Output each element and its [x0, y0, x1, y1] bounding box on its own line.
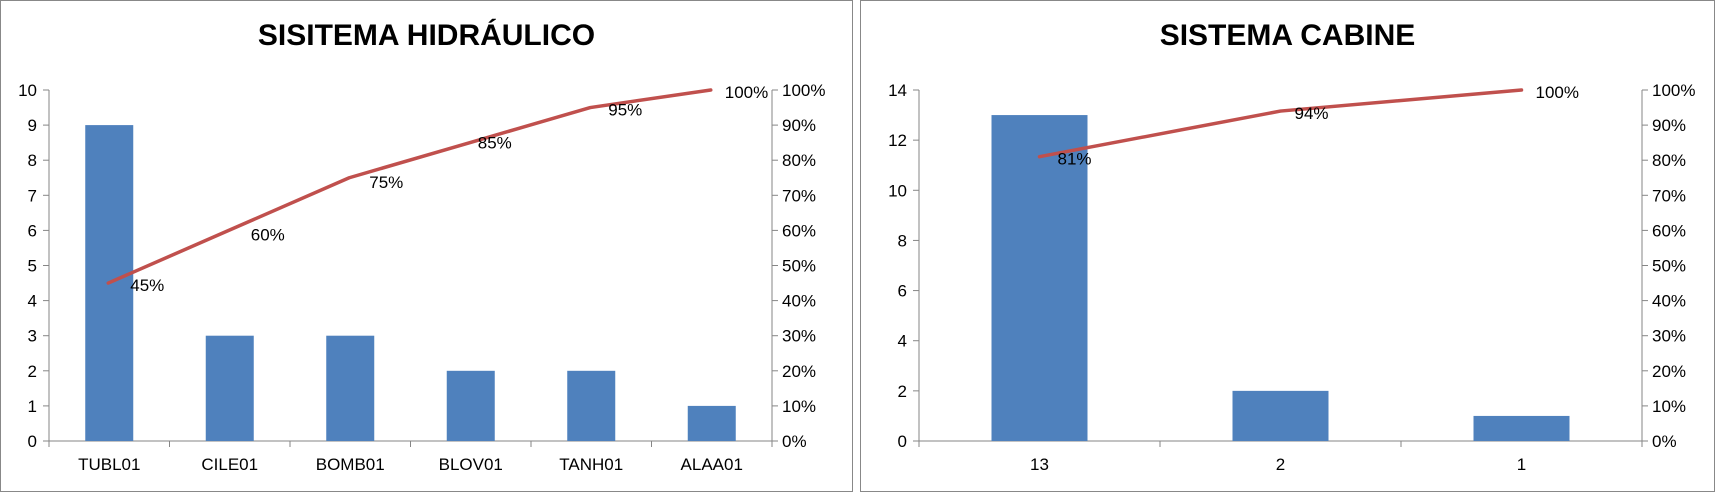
x-tick-label: BOMB01 — [316, 455, 385, 474]
y-tick-label: 1 — [28, 397, 37, 416]
y2-tick-label: 30% — [782, 327, 816, 346]
cumulative-line — [1037, 88, 1524, 159]
y2-tick-label: 10% — [782, 397, 816, 416]
y2-tick-label: 40% — [1652, 292, 1686, 311]
y2-tick-label: 100% — [782, 81, 825, 100]
data-label: 94% — [1295, 104, 1329, 123]
chart-title: SISTEMA CABINE — [1159, 19, 1416, 52]
y2-tick-label: 70% — [782, 186, 816, 205]
y-tick-label: 4 — [898, 332, 907, 351]
bar — [326, 335, 375, 441]
bar — [687, 405, 736, 441]
y2-tick-label: 80% — [782, 151, 816, 170]
y-tick-label: 2 — [898, 382, 907, 401]
y-tick-label: 7 — [28, 186, 37, 205]
y2-tick-label: 20% — [1652, 362, 1686, 381]
bar — [991, 115, 1088, 442]
x-tick-label: TUBL01 — [78, 455, 140, 474]
y2-tick-label: 60% — [782, 221, 816, 240]
y2-tick-label: 70% — [1652, 186, 1686, 205]
bar — [446, 370, 495, 441]
y-tick-label: 0 — [28, 432, 37, 451]
y-tick-label: 2 — [28, 362, 37, 381]
y2-tick-label: 0% — [782, 432, 807, 451]
pareto-chart-hidraulico: 0123456789100%10%20%30%40%50%60%70%80%90… — [18, 81, 825, 474]
pareto-chart-cabine: 024681012140%10%20%30%40%50%60%70%80%90%… — [888, 81, 1695, 474]
data-label: 100% — [725, 83, 768, 102]
y-tick-label: 14 — [888, 81, 907, 100]
chart-title: SISITEMA HIDRÁULICO — [257, 19, 596, 52]
data-label: 75% — [369, 173, 403, 192]
x-tick-label: 2 — [1276, 455, 1285, 474]
y2-tick-label: 40% — [782, 292, 816, 311]
cumulative-line — [106, 88, 713, 285]
x-tick-label: TANH01 — [559, 455, 623, 474]
chart-panel-hidraulico: SISITEMA HIDRÁULICO 0 1 2 3 4 5 6 7 8 9 10 0% 10% 20%… — [0, 0, 853, 492]
chart-panel-cabine: SISTEMA CABINE 0 2 4 6 8 10 12 14 0% 10% 20% 30% 40%… — [860, 0, 1715, 492]
x-tick-label: 1 — [1517, 455, 1526, 474]
data-label: 95% — [608, 101, 642, 120]
y2-tick-label: 50% — [1652, 257, 1686, 276]
y2-tick-label: 80% — [1652, 151, 1686, 170]
data-label: 85% — [478, 134, 512, 153]
y-tick-label: 8 — [28, 151, 37, 170]
bar — [567, 370, 616, 441]
bar — [1232, 390, 1329, 441]
y-tick-label: 3 — [28, 327, 37, 346]
y-tick-label: 10 — [18, 81, 37, 100]
y2-tick-label: 20% — [782, 362, 816, 381]
x-tick-label: ALAA01 — [681, 455, 743, 474]
y2-tick-label: 60% — [1652, 221, 1686, 240]
y2-tick-label: 90% — [1652, 116, 1686, 135]
y2-tick-label: 10% — [1652, 397, 1686, 416]
y-tick-label: 10 — [888, 181, 907, 200]
y-tick-label: 8 — [898, 231, 907, 250]
data-label: 45% — [130, 276, 164, 295]
y2-tick-label: 90% — [782, 116, 816, 135]
y-tick-label: 4 — [28, 292, 37, 311]
y-tick-label: 9 — [28, 116, 37, 135]
y2-tick-label: 0% — [1652, 432, 1677, 451]
bar — [205, 335, 254, 441]
y-tick-label: 5 — [28, 257, 37, 276]
x-tick-label: CILE01 — [201, 455, 258, 474]
y-tick-label: 6 — [898, 282, 907, 301]
data-label: 100% — [1536, 83, 1579, 102]
y2-tick-label: 100% — [1652, 81, 1695, 100]
data-label: 81% — [1058, 150, 1092, 169]
x-tick-label: 13 — [1030, 455, 1049, 474]
x-tick-label: BLOV01 — [439, 455, 503, 474]
bar — [1473, 415, 1570, 441]
data-label: 60% — [251, 225, 285, 244]
y-tick-label: 12 — [888, 131, 907, 150]
y-tick-label: 0 — [898, 432, 907, 451]
y-tick-label: 6 — [28, 221, 37, 240]
y2-tick-label: 50% — [782, 257, 816, 276]
y2-tick-label: 30% — [1652, 327, 1686, 346]
